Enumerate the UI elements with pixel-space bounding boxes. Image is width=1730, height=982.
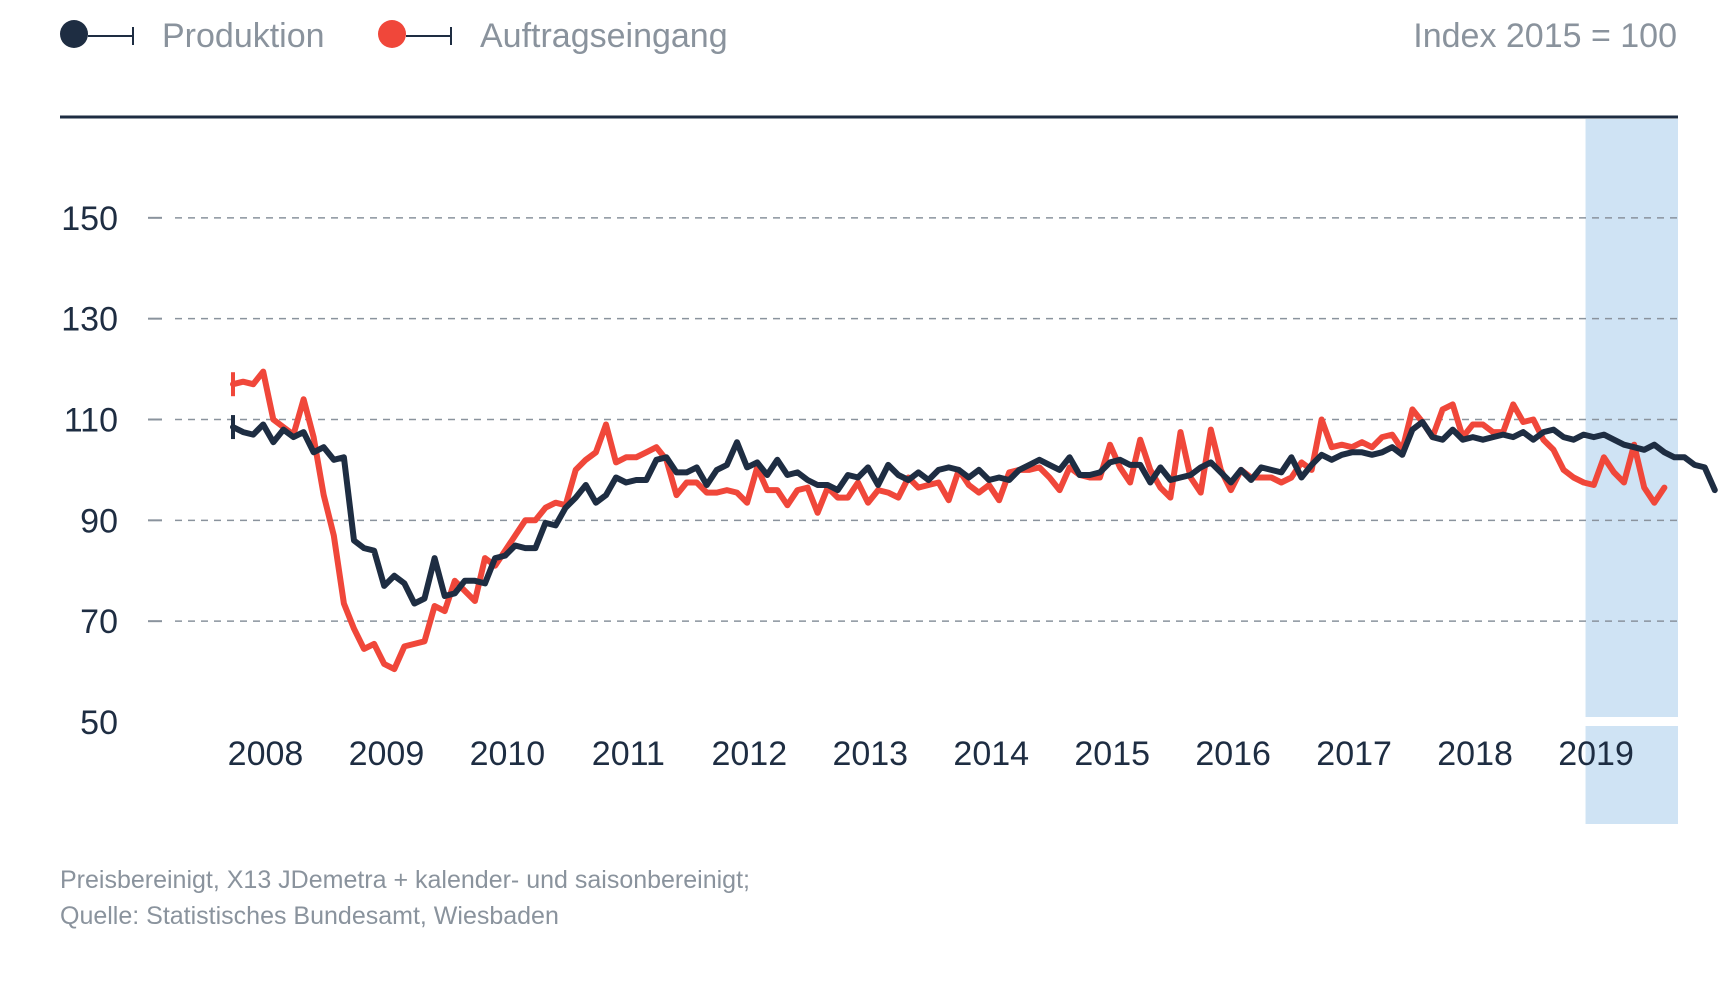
x-tick-label: 2010 <box>470 735 546 773</box>
x-tick-label: 2008 <box>228 735 304 773</box>
x-tick-label: 2009 <box>349 735 425 773</box>
legend-item-produktion: Produktion <box>60 17 325 55</box>
legend-marker-produktion <box>60 20 88 48</box>
x-axis: 2008 2009 2010 2011 2012 2013 2014 2015 2016 2017… <box>228 735 1634 773</box>
y-tick-label: 130 <box>61 301 118 339</box>
highlight-band <box>1585 119 1678 717</box>
grid-layer <box>148 216 1678 623</box>
x-tick-label: 2011 <box>592 735 665 773</box>
x-tick-label: 2012 <box>711 735 787 773</box>
highlight-layer <box>1585 119 1678 824</box>
series-line-produktion <box>230 419 1718 607</box>
highlight-band-axis <box>1585 726 1678 824</box>
series-layer <box>230 368 1718 673</box>
x-tick-label: 2013 <box>832 735 908 773</box>
x-tick-label: 2017 <box>1316 735 1392 773</box>
y-tick-label: 150 <box>61 200 118 238</box>
unit-label: Index 2015 = 100 <box>1413 17 1677 55</box>
legend-marker-auftragseingang <box>378 20 406 48</box>
y-tick-label: 70 <box>80 603 118 641</box>
footnote-method: Preisbereinigt, X13 JDemetra + kalender-… <box>60 866 750 894</box>
legend: Produktion Auftragseingang <box>60 17 728 55</box>
y-tick-label: 90 <box>80 502 118 540</box>
x-tick-label: 2015 <box>1074 735 1150 773</box>
legend-label-produktion: Produktion <box>162 17 325 55</box>
legend-label-auftragseingang: Auftragseingang <box>480 17 728 55</box>
x-tick-label: 2016 <box>1195 735 1271 773</box>
y-tick-label: 50 <box>80 704 118 742</box>
y-axis: 150 130 110 90 70 50 <box>61 200 118 742</box>
y-tick-label: 110 <box>64 402 118 440</box>
legend-item-auftragseingang: Auftragseingang <box>378 17 728 55</box>
x-tick-label: 2019 <box>1558 735 1634 773</box>
x-tick-label: 2014 <box>953 735 1029 773</box>
x-tick-label: 2018 <box>1437 735 1513 773</box>
footnote-source: Quelle: Statistisches Bundesamt, Wiesbad… <box>60 902 559 930</box>
